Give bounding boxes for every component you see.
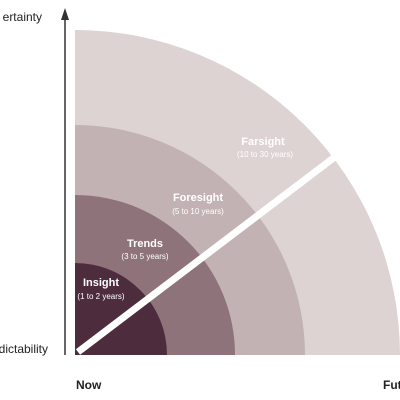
time-arrow	[75, 150, 343, 355]
zone-range: (10 to 30 years)	[237, 150, 293, 159]
x-right-label: Fut	[383, 378, 400, 392]
zone-label: Farsight	[241, 136, 285, 148]
zone-range: (5 to 10 years)	[172, 207, 224, 216]
time-arrow-head	[333, 133, 365, 162]
x-left-label: Now	[76, 378, 102, 392]
y-top-label: ertainty	[3, 10, 42, 24]
zone-label: Trends	[127, 238, 163, 250]
insight-zone	[75, 263, 167, 355]
zone-label: Foresight	[173, 192, 223, 204]
y-bottom-label: dictability	[0, 342, 48, 356]
zone-range: (3 to 5 years)	[121, 252, 168, 261]
y-axis-head	[61, 8, 69, 20]
zone-range: (1 to 2 years)	[77, 292, 124, 301]
zone-label: Insight	[83, 277, 119, 289]
